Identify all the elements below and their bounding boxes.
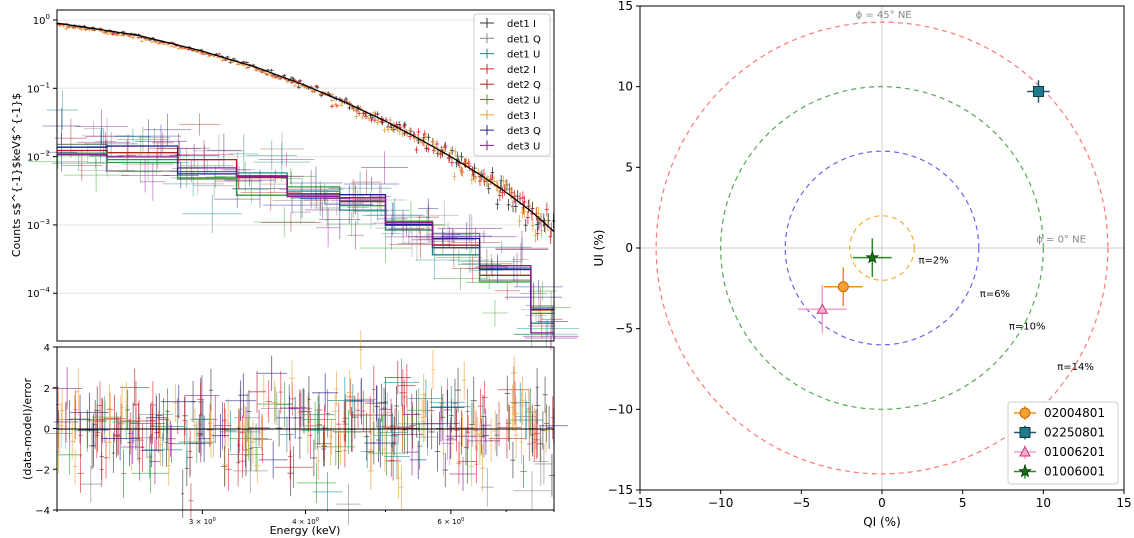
polarization-point-triangle	[816, 303, 829, 314]
residual-ytick-label: −4	[35, 506, 50, 517]
ytick-exp: 0	[46, 13, 50, 21]
spectrum-legend-label: det2 I	[507, 65, 536, 76]
polarization-ytick-label: 0	[625, 241, 633, 255]
spectrum-legend: det1 I det1 Q det1 U det2 I det2 Q det2 U det3…	[473, 13, 551, 157]
xtick-mantissa: 6 × 10	[437, 518, 461, 526]
xtick-exp: 0	[213, 517, 216, 523]
spectrum-ylabel: Counts s$^{-1}$keV$^{-1}$	[10, 93, 23, 257]
spectrum-legend-label: det2 Q	[507, 80, 541, 91]
polarization-xtick-label: −15	[627, 496, 652, 510]
spectrum-legend-label: det1 I	[507, 19, 536, 30]
polarization-circle-label: π=10%	[1009, 321, 1046, 332]
spectrum-legend-label: det3 I	[507, 111, 536, 122]
polarization-point-circle	[837, 281, 849, 293]
polarization-xtick-label: 0	[878, 496, 886, 510]
polarization-legend-box	[1007, 401, 1119, 485]
ytick-base: 10	[27, 221, 40, 232]
legend-marker-star	[1018, 464, 1032, 478]
ytick-exp: −1	[40, 81, 50, 89]
polarization-legend-label: 02004801	[1044, 406, 1105, 420]
polarization-ytick-label: 15	[618, 0, 633, 13]
spectrum-plot-frame	[56, 9, 555, 342]
polarization-circle-label: π=2%	[918, 255, 948, 266]
polarization-degree-circle	[849, 215, 915, 281]
xtick-exp: 0	[461, 517, 464, 523]
ytick-exp: −3	[40, 218, 50, 226]
polarization-xtick-label: −10	[708, 496, 733, 510]
polarization-circle-label: π=6%	[980, 289, 1010, 300]
spectrum-legend-label: det3 Q	[507, 126, 541, 137]
spectrum-ytick-label: 10−1	[27, 81, 50, 95]
residual-xtick-label: 6 × 100	[437, 517, 464, 526]
stokes-qu-model-step	[57, 154, 554, 334]
spectrum-legend-box	[473, 13, 551, 157]
xtick-mantissa: 3 × 10	[189, 518, 213, 526]
spectrum-legend-label: det1 Q	[507, 34, 541, 45]
spectrum-legend-label: det1 U	[507, 50, 540, 61]
ytick-base: 10	[27, 289, 40, 300]
polarization-legend-label: 01006001	[1044, 465, 1105, 479]
polarization-legend-label: 01006201	[1044, 445, 1105, 459]
polarization-degree-circle	[720, 86, 1044, 410]
polarization-ytick-label: −5	[615, 322, 633, 336]
residual-xtick-label: 3 × 100	[189, 517, 216, 526]
polarization-ytick-label: −10	[608, 402, 633, 416]
polarization-panel: ϕ = 45° NE ϕ = 0° NE π=2% π=6% π=10% π=14% −…	[592, 0, 1132, 529]
spectrum-ytick-label: 10−3	[27, 218, 50, 232]
legend-marker-triangle	[1019, 445, 1031, 457]
polarization-xtick-label: 5	[959, 496, 967, 510]
polarization-angle-annotation: ϕ = 0° NE	[1036, 234, 1086, 245]
polarization-xtick-label: 15	[1116, 496, 1131, 510]
legend-marker-square	[1019, 427, 1031, 438]
spectrum-legend-label: det3 U	[507, 141, 540, 152]
polarization-ylabel: UI (%)	[592, 230, 606, 267]
polarization-xtick-label: −5	[792, 496, 810, 510]
residual-ytick-label: 4	[44, 343, 50, 354]
polarization-degree-circle	[655, 21, 1109, 475]
xtick-exp: 0	[316, 517, 319, 523]
spectrum-ytick-label: 100	[33, 13, 50, 27]
ytick-exp: −2	[40, 150, 50, 158]
polarization-xlabel: QI (%)	[863, 515, 901, 529]
polarization-degree-circle	[784, 150, 980, 346]
ytick-base: 10	[33, 16, 46, 27]
ytick-exp: −4	[40, 286, 51, 294]
polarization-angle-annotation: ϕ = 45° NE	[856, 10, 912, 21]
xtick-mantissa: 4 × 10	[292, 518, 316, 526]
residual-ytick-label: −2	[35, 465, 50, 476]
polarization-circle-label: π=14%	[1057, 362, 1094, 373]
residual-ylabel: (data-model)/error	[21, 378, 34, 480]
residual-panel: 420−2−4 3 × 100 4 × 100 6 × 100 (data-mode…	[21, 330, 569, 537]
polarization-legend-label: 02250801	[1044, 426, 1105, 440]
polarization-xtick-label: 10	[1036, 496, 1051, 510]
spectrum-ytick-label: 10−2	[27, 150, 50, 164]
residual-xtick-label: 4 × 100	[292, 517, 319, 526]
polarization-ytick-label: 5	[625, 160, 633, 174]
ytick-base: 10	[27, 153, 40, 164]
polarization-point-star	[865, 250, 880, 264]
spectrum-ytick-label: 10−4	[27, 286, 51, 300]
residual-xlabel: Energy (keV)	[270, 524, 341, 537]
ytick-base: 10	[27, 84, 40, 95]
residual-ytick-label: 2	[44, 384, 50, 395]
polarization-ytick-label: 10	[618, 80, 633, 94]
spectrum-legend-label: det2 U	[507, 96, 540, 107]
polarization-legend: 02004801 02250801 01006201 01006001	[1007, 401, 1119, 485]
stokes-i-model-line	[56, 22, 555, 233]
polarization-ytick-label: −15	[608, 483, 633, 497]
polarization-point-square	[1032, 86, 1044, 98]
legend-marker-circle	[1019, 407, 1031, 419]
residual-ytick-label: 0	[44, 425, 50, 436]
